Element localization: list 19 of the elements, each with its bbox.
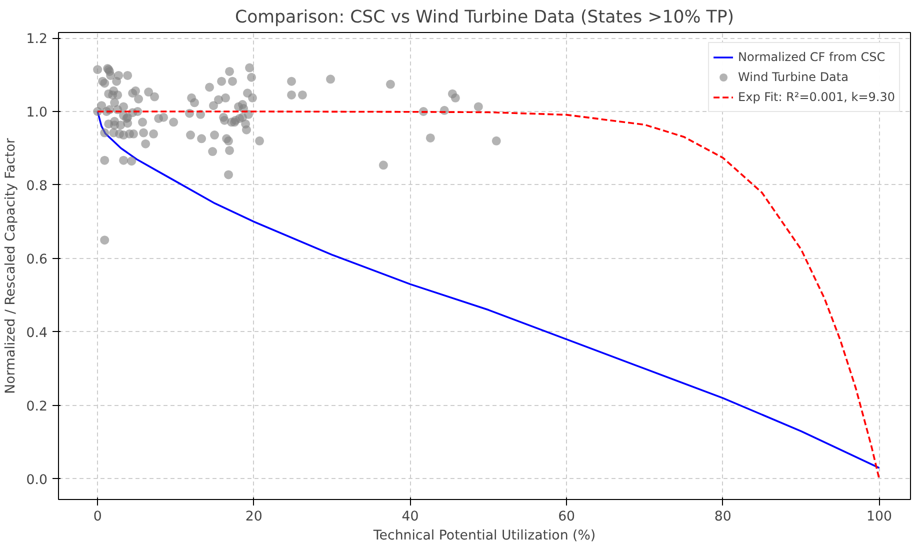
x-tick-label: 40 (402, 510, 419, 524)
y-tick-label: 1.0 (26, 105, 48, 120)
chart-title: Comparison: CSC vs Wind Turbine Data (States >10% TP) (234, 8, 734, 28)
y-tick-label: 0.8 (26, 178, 48, 194)
legend-label: Wind Turbine Data (738, 70, 848, 84)
y-tick-label: 0.2 (26, 399, 48, 414)
x-tick-label: 20 (245, 510, 262, 524)
legend-label: Normalized CF from CSC (738, 50, 886, 64)
y-tick-label: 0.0 (26, 472, 48, 488)
y-tick-label: 0.6 (26, 252, 48, 268)
x-tick-label: 80 (714, 510, 732, 524)
y-axis-title: Normalized / Rescaled Capacity Factor (3, 138, 18, 394)
x-tick-label: 0 (93, 510, 102, 524)
x-tick-label: 100 (866, 510, 892, 524)
legend-label: Exp Fit: R²=0.001, k=9.30 (738, 90, 895, 104)
x-axis-title: Technical Potential Utilization (%) (372, 528, 596, 544)
x-tick-label: 60 (558, 510, 576, 524)
y-tick-label: 1.2 (26, 32, 48, 48)
y-tick-label: 0.4 (26, 326, 48, 341)
